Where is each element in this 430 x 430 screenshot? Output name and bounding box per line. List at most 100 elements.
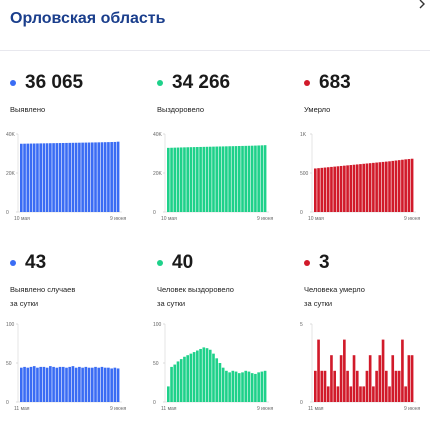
bar bbox=[352, 355, 356, 402]
stat-value: 36 065 bbox=[25, 72, 84, 93]
bar bbox=[84, 366, 88, 402]
bar bbox=[401, 339, 404, 402]
bar bbox=[202, 347, 206, 402]
bar bbox=[212, 146, 215, 212]
bar bbox=[241, 372, 244, 402]
bar bbox=[343, 339, 346, 402]
bar bbox=[49, 143, 52, 212]
bar bbox=[113, 141, 117, 212]
bar bbox=[359, 164, 362, 212]
bar bbox=[170, 366, 173, 402]
bar bbox=[254, 145, 257, 212]
y-tick-label: 20K bbox=[6, 171, 16, 177]
bar bbox=[68, 142, 72, 212]
bar bbox=[388, 386, 391, 402]
bar bbox=[110, 142, 113, 212]
bar bbox=[29, 366, 33, 402]
bar bbox=[192, 147, 196, 212]
bar bbox=[339, 355, 343, 402]
bar bbox=[52, 143, 55, 212]
bar bbox=[196, 147, 199, 212]
bar bbox=[250, 373, 254, 402]
bar-chart: 0 50 100 11 мая 9 июня bbox=[153, 322, 273, 412]
bar bbox=[326, 167, 330, 212]
y-tick-label: 0 bbox=[300, 400, 303, 406]
y-tick-label: 50 bbox=[6, 361, 12, 367]
bar bbox=[323, 167, 327, 212]
bar bbox=[100, 366, 104, 402]
bar bbox=[317, 168, 320, 212]
bar bbox=[176, 361, 180, 402]
bar bbox=[65, 367, 68, 402]
stat-value: 43 bbox=[25, 252, 47, 273]
bar bbox=[78, 366, 81, 402]
bar bbox=[247, 145, 251, 212]
bar bbox=[407, 355, 411, 402]
stat-value: 40 bbox=[172, 252, 194, 273]
y-tick-label: 0 bbox=[6, 210, 9, 216]
bar bbox=[100, 142, 104, 212]
y-tick-label: 100 bbox=[6, 322, 15, 328]
bar bbox=[221, 367, 225, 402]
bar bbox=[372, 386, 375, 402]
bar bbox=[346, 165, 349, 212]
bar bbox=[45, 143, 49, 212]
bar bbox=[202, 146, 206, 212]
bar bbox=[404, 159, 407, 212]
bar bbox=[352, 164, 356, 212]
red-dot-icon bbox=[304, 80, 310, 86]
bar bbox=[192, 352, 196, 402]
bar bbox=[90, 367, 94, 402]
bar bbox=[333, 370, 336, 402]
bar bbox=[404, 386, 407, 402]
bar bbox=[355, 164, 359, 212]
stat-deaths-daily: 3 Человека умерло за сутки bbox=[304, 252, 365, 311]
bar bbox=[205, 348, 209, 402]
x-tick-label: 9 июня bbox=[110, 216, 126, 222]
bar bbox=[362, 163, 366, 212]
bar bbox=[78, 142, 81, 212]
chevron-right-icon[interactable] bbox=[416, 0, 428, 10]
bar bbox=[45, 367, 49, 402]
bar bbox=[32, 143, 36, 212]
bar bbox=[391, 355, 395, 402]
bar bbox=[410, 158, 414, 212]
bar bbox=[97, 367, 101, 402]
bar bbox=[368, 163, 372, 212]
green-dot-icon bbox=[157, 260, 163, 266]
x-tick-label: 11 мая bbox=[308, 406, 324, 412]
y-tick-label: 20K bbox=[153, 171, 163, 177]
bar bbox=[23, 143, 26, 212]
bar bbox=[320, 167, 324, 212]
bar bbox=[29, 143, 33, 212]
bar bbox=[205, 146, 209, 212]
stat-value: 3 bbox=[319, 252, 330, 273]
bar bbox=[55, 367, 59, 402]
bar bbox=[388, 161, 391, 212]
bar bbox=[336, 386, 340, 402]
bar bbox=[333, 166, 336, 212]
bar bbox=[215, 146, 219, 212]
bar bbox=[381, 339, 385, 402]
bar bbox=[359, 386, 362, 402]
bar bbox=[263, 370, 267, 402]
x-tick-label: 9 июня bbox=[404, 216, 420, 222]
stat-label: Выздоровело bbox=[157, 105, 205, 114]
bar bbox=[94, 366, 97, 402]
stat-recovered-total: 34 266 Выздоровело bbox=[157, 72, 230, 117]
bar bbox=[381, 161, 385, 212]
bar bbox=[401, 159, 404, 212]
bar-chart: 0 5 11 мая 9 июня bbox=[300, 322, 420, 412]
bar bbox=[260, 145, 264, 212]
bar bbox=[330, 355, 333, 402]
bar bbox=[228, 372, 231, 402]
stat-label: Человека умерло bbox=[304, 285, 365, 294]
bar bbox=[375, 370, 378, 402]
bar bbox=[317, 339, 320, 402]
bar bbox=[189, 353, 193, 402]
bar bbox=[212, 353, 215, 402]
bar bbox=[397, 160, 401, 212]
bar bbox=[167, 147, 170, 212]
bar bbox=[244, 370, 248, 402]
bar bbox=[183, 356, 186, 402]
